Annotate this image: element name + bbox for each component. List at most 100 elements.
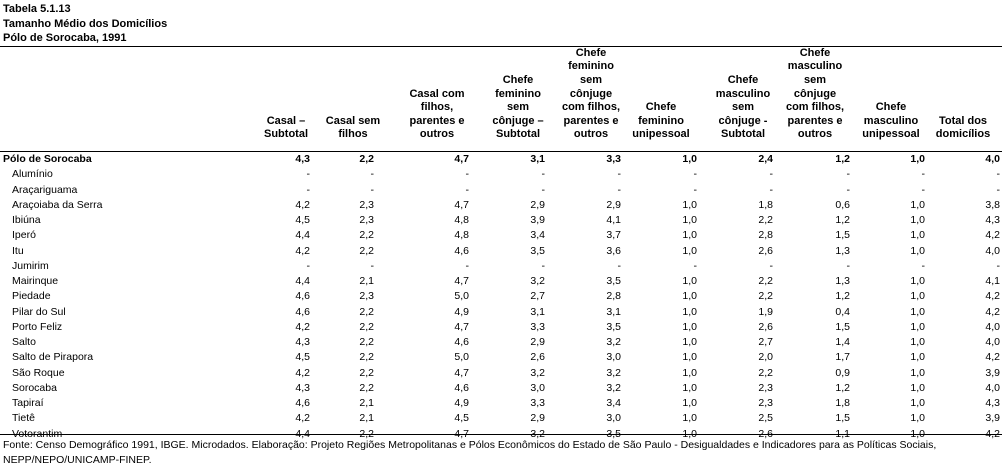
cell-value: 4,3: [985, 214, 1000, 226]
cell-value: 1,0: [910, 412, 925, 425]
cell-value: 2,3: [359, 290, 374, 303]
cell-value: 2,2: [359, 153, 374, 165]
row-label: Mairinque: [12, 275, 59, 287]
cell-value: 3,6: [606, 244, 621, 257]
cell-value: 2,2: [359, 427, 374, 440]
cell-value: 3,2: [606, 336, 621, 348]
cell-value: 2,2: [359, 305, 374, 318]
column-header-8: Chefe masculino sem cônjuge com filhos, …: [785, 46, 845, 141]
cell-value: 4,5: [295, 351, 310, 364]
cell-value: 2,2: [758, 290, 773, 303]
cell-value: 1,0: [682, 275, 697, 287]
cell-value: 1,7: [835, 351, 850, 364]
column-header-1: Casal – Subtotal: [264, 114, 308, 141]
cell-value: 4,3: [295, 336, 310, 348]
cell-value: 4,0: [985, 244, 1000, 257]
cell-value: 2,7: [530, 290, 545, 303]
cell-value: 2,2: [758, 214, 773, 226]
cell-value: 3,9: [985, 366, 1000, 379]
cell-value: 2,6: [530, 351, 545, 364]
cell-value: 1,0: [910, 366, 925, 379]
table-row: Araçariguama - - - - - - - - - -: [0, 183, 1002, 197]
column-header-7: Chefe masculino sem cônjuge - Subtotal: [715, 74, 771, 141]
column-header-6: Chefe feminino unipessoal: [632, 101, 690, 141]
cell-value: 2,1: [359, 275, 374, 287]
cell-value: 4,6: [295, 397, 310, 409]
cell-value: 1,0: [682, 412, 697, 425]
cell-value: 3,3: [606, 153, 621, 165]
cell-value: 4,3: [985, 397, 1000, 409]
cell-value: -: [370, 259, 375, 272]
cell-value: 1,0: [910, 320, 925, 333]
cell-value: 2,8: [606, 290, 621, 303]
cell-value: 1,0: [682, 397, 697, 409]
cell-value: 2,5: [758, 412, 773, 425]
cell-value: 4,1: [606, 214, 621, 226]
cell-value: 3,3: [530, 320, 545, 333]
row-label: Porto Feliz: [12, 320, 63, 333]
cell-value: 3,8: [985, 198, 1000, 211]
cell-value: 3,9: [985, 412, 1000, 425]
cell-value: 4,0: [985, 381, 1000, 394]
column-header-10: Total dos domicílios: [935, 114, 991, 141]
cell-value: -: [921, 168, 926, 181]
cell-value: 4,7: [454, 320, 469, 333]
cell-value: 1,0: [682, 290, 697, 303]
column-header-9: Chefe masculino unipessoal: [862, 101, 920, 141]
cell-value: 5,0: [454, 351, 469, 364]
row-label: Salto de Pirapora: [12, 351, 94, 364]
cell-value: 1,0: [682, 381, 697, 394]
cell-value: 2,2: [359, 351, 374, 364]
cell-value: 1,0: [910, 351, 925, 364]
cell-value: 4,0: [985, 153, 1000, 165]
cell-value: 1,2: [835, 214, 850, 226]
cell-value: 1,0: [910, 198, 925, 211]
cell-value: -: [306, 168, 311, 181]
cell-value: -: [769, 168, 774, 181]
row-label: Iperó: [12, 229, 36, 242]
cell-value: 1,0: [682, 153, 697, 165]
row-label: Tapiraí: [12, 397, 44, 409]
row-label: São Roque: [12, 366, 65, 379]
cell-value: 4,7: [454, 366, 469, 379]
cell-value: 1,0: [910, 244, 925, 257]
table-row: Votorantim 4,4 2,2 4,7 3,2 3,5 1,0 2,6 1,1 1,0 4,2: [0, 427, 1002, 441]
cell-value: 4,3: [295, 381, 310, 394]
cell-value: 3,2: [530, 366, 545, 379]
row-label: Tietê: [12, 412, 35, 425]
cell-value: -: [306, 259, 311, 272]
cell-value: 1,2: [835, 153, 850, 165]
cell-value: -: [846, 183, 851, 196]
cell-value: 4,2: [295, 412, 310, 425]
table-subtitle: Pólo de Sorocaba, 1991: [3, 32, 127, 44]
cell-value: 3,5: [606, 320, 621, 333]
cell-value: 1,0: [910, 381, 925, 394]
row-label: Sorocaba: [12, 381, 57, 394]
cell-value: 3,2: [606, 381, 621, 394]
cell-value: 4,2: [295, 320, 310, 333]
cell-value: 3,0: [530, 381, 545, 394]
cell-value: 3,2: [606, 366, 621, 379]
cell-value: 4,2: [295, 198, 310, 211]
cell-value: 2,6: [758, 427, 773, 440]
cell-value: 1,0: [682, 427, 697, 440]
cell-value: 1,0: [910, 275, 925, 287]
cell-value: 4,1: [985, 275, 1000, 287]
cell-value: 2,2: [359, 320, 374, 333]
bottom-rule: [0, 434, 1002, 435]
cell-value: 1,4: [835, 336, 850, 348]
cell-value: 3,5: [606, 275, 621, 287]
cell-value: 4,6: [454, 381, 469, 394]
cell-value: 4,2: [985, 427, 1000, 440]
table-row: Araçoiaba da Serra 4,2 2,3 4,7 2,9 2,9 1,0 1,8 0…: [0, 198, 1002, 212]
cell-value: 1,0: [682, 214, 697, 226]
cell-value: 4,3: [295, 153, 310, 165]
cell-value: 3,4: [606, 397, 621, 409]
table-row: Mairinque 4,4 2,1 4,7 3,2 3,5 1,0 2,2 1,3 1,0 4,1: [0, 274, 1002, 288]
source-footnote: Fonte: Censo Demográfico 1991, IBGE. Mic…: [3, 439, 937, 466]
cell-value: 4,0: [985, 336, 1000, 348]
cell-value: 2,6: [758, 244, 773, 257]
row-label: Alumínio: [12, 168, 53, 181]
cell-value: 2,9: [530, 412, 545, 425]
row-label: Piedade: [12, 290, 51, 303]
